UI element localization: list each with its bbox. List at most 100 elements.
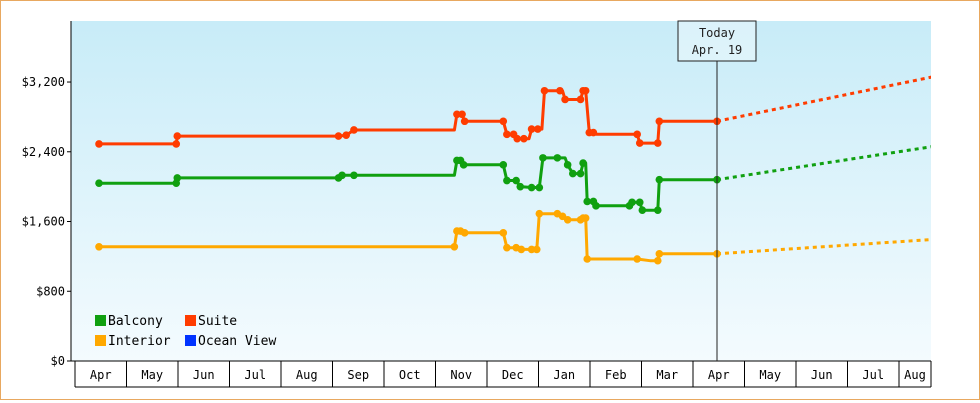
x-tick-label: Sep (347, 368, 369, 382)
data-point-balcony (173, 174, 182, 182)
legend-label-ocean-view: Ocean View (198, 334, 276, 349)
y-tick-label: $3,200 (22, 75, 65, 89)
data-point-interior (653, 256, 662, 265)
data-point-balcony (527, 183, 536, 192)
data-point-interior (532, 245, 541, 254)
data-point-balcony (569, 169, 577, 178)
x-tick-label: Oct (399, 368, 421, 382)
data-point-interior (517, 245, 526, 254)
data-point-interior (460, 229, 469, 237)
data-point-suite (635, 139, 644, 147)
x-tick-label: Aug (296, 368, 318, 382)
data-point-balcony (628, 198, 636, 207)
data-point-interior (581, 214, 590, 222)
data-point-balcony (516, 182, 525, 191)
data-point-interior (655, 249, 664, 258)
today-box (677, 20, 757, 62)
data-point-interior (633, 255, 641, 263)
plot-area (71, 21, 931, 361)
data-point-balcony (583, 197, 592, 206)
data-point-interior (563, 215, 572, 224)
data-point-interior (535, 209, 544, 218)
legend-swatch-ocean-view (185, 335, 196, 346)
x-tick-label: Mar (656, 368, 678, 382)
data-point-interior (450, 242, 459, 251)
x-tick-label: May (141, 368, 163, 382)
data-point-suite (540, 86, 549, 95)
data-point-balcony (638, 206, 647, 214)
legend-label-suite: Suite (198, 314, 237, 329)
data-point-suite (499, 117, 508, 126)
y-tick-label: $1,600 (22, 215, 65, 229)
legend-swatch-interior (95, 335, 106, 346)
data-point-suite (460, 117, 469, 126)
data-point-suite (633, 130, 641, 139)
data-point-suite (527, 125, 536, 133)
x-tick-label: May (759, 368, 781, 382)
data-point-balcony (503, 176, 511, 185)
x-tick-label: Apr (708, 368, 730, 382)
data-point-balcony (535, 183, 544, 192)
x-tick-label: Jul (244, 368, 266, 382)
data-point-balcony (539, 154, 547, 162)
data-point-balcony (95, 179, 103, 187)
forecast-line-suite (716, 75, 931, 123)
x-tick-label: Jul (862, 368, 884, 382)
legend-swatch-suite (185, 315, 196, 326)
data-point-balcony (553, 154, 562, 162)
x-tick-label: Feb (605, 368, 627, 382)
data-point-balcony (350, 171, 358, 180)
data-point-balcony (576, 169, 585, 178)
data-point-suite (655, 117, 664, 126)
data-point-balcony (579, 159, 587, 167)
y-tick-label: $800 (36, 284, 65, 298)
legend-label-balcony: Balcony (108, 314, 163, 329)
today-date: Apr. 19 (692, 43, 743, 57)
x-tick-label: Jun (193, 368, 215, 382)
data-point-suite (95, 140, 103, 148)
data-point-balcony (338, 171, 346, 180)
data-point-suite (173, 132, 182, 140)
data-point-interior (95, 242, 103, 251)
data-point-balcony (653, 206, 662, 214)
legend-swatch-balcony (95, 315, 106, 326)
legend-label-interior: Interior (108, 334, 171, 349)
data-point-balcony (459, 161, 468, 169)
data-point-suite (533, 125, 542, 133)
today-label: Today (699, 26, 735, 40)
x-tick-label: Apr (90, 368, 112, 382)
forecast-line-interior (716, 238, 931, 256)
data-point-interior (583, 255, 592, 263)
data-point-suite (503, 130, 511, 139)
data-point-balcony (499, 161, 508, 169)
data-point-suite (589, 128, 598, 137)
data-point-balcony (563, 161, 572, 169)
data-point-suite (513, 134, 521, 143)
data-point-suite (653, 139, 662, 147)
y-tick-label: $0 (51, 354, 65, 368)
data-point-balcony (512, 176, 520, 185)
x-tick-label: Jun (811, 368, 833, 382)
data-point-suite (520, 134, 528, 143)
x-tick-label: Aug (904, 368, 926, 382)
x-tick-label: Dec (502, 368, 524, 382)
data-point-suite (556, 86, 564, 95)
data-point-suite (334, 132, 343, 140)
data-point-balcony (635, 198, 644, 207)
data-point-balcony (592, 202, 600, 210)
data-point-suite (561, 95, 569, 104)
data-point-suite (576, 95, 585, 104)
data-point-suite (581, 86, 590, 95)
data-point-suite (458, 110, 466, 119)
data-point-balcony (655, 175, 664, 184)
forecast-line-balcony (716, 145, 931, 182)
data-point-interior (503, 243, 511, 252)
data-point-suite (342, 131, 351, 140)
y-tick-label: $2,400 (22, 145, 65, 159)
data-point-suite (350, 126, 358, 134)
x-tick-label: Jan (553, 368, 575, 382)
data-point-interior (499, 229, 508, 237)
data-point-suite (172, 140, 181, 148)
